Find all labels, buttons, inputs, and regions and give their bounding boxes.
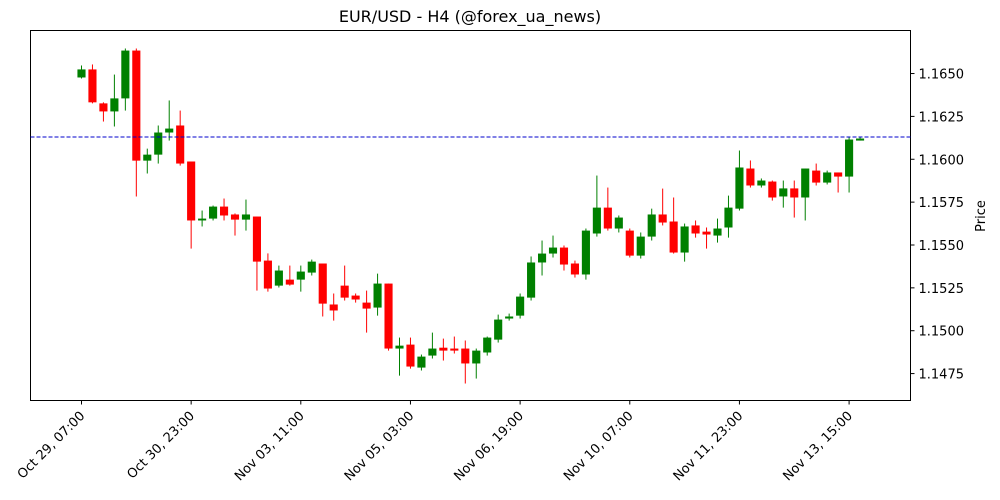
- candle-body: [559, 247, 569, 265]
- candle-body: [823, 172, 832, 183]
- candle-body: [176, 125, 185, 164]
- candle-body: [768, 181, 777, 198]
- candle-body: [812, 170, 821, 183]
- candle-body: [527, 262, 536, 298]
- candle-body: [757, 180, 766, 186]
- candle-body: [505, 316, 514, 319]
- candle-body: [548, 247, 558, 254]
- candle-body: [691, 225, 700, 234]
- candle-body: [834, 172, 843, 177]
- candle-body: [801, 168, 810, 198]
- candle-body: [625, 230, 634, 256]
- candle-body: [856, 138, 865, 141]
- candle-body: [307, 261, 316, 273]
- candle-body: [614, 217, 623, 229]
- candle-body: [274, 270, 283, 286]
- candle-body: [88, 69, 97, 103]
- candle-body: [154, 132, 163, 155]
- candle-body: [165, 128, 174, 133]
- candle-body: [658, 214, 667, 223]
- candle-body: [450, 348, 459, 351]
- candle-body: [99, 103, 108, 112]
- candle-body: [680, 226, 689, 253]
- candle-body: [494, 319, 503, 340]
- candle-body: [340, 285, 349, 298]
- candle-body: [296, 271, 305, 280]
- chart-title: EUR/USD - H4 (@forex_ua_news): [339, 7, 601, 27]
- candle-body: [329, 304, 338, 311]
- candle-body: [746, 168, 755, 186]
- candle-body: [121, 50, 130, 99]
- candle-body: [263, 260, 272, 289]
- candle-body: [702, 231, 711, 235]
- x-tick-label: Nov 06, 19:00: [451, 409, 527, 485]
- x-tick-label: Nov 11, 23:00: [671, 409, 747, 485]
- x-tick-label: Nov 05, 03:00: [342, 409, 418, 485]
- candle-body: [373, 283, 382, 308]
- candle-body: [735, 167, 744, 209]
- y-tick-label: 1.1550: [919, 239, 965, 254]
- x-tick-label: Nov 03, 11:00: [232, 409, 308, 485]
- candle-body: [241, 214, 251, 220]
- y-tick-label: 1.1475: [919, 368, 965, 383]
- candle-body: [198, 218, 207, 221]
- y-tick-label: 1.1600: [919, 153, 965, 168]
- candle-body: [428, 348, 437, 356]
- candle-body: [603, 207, 612, 229]
- candle-body: [143, 154, 152, 161]
- candle-body: [395, 345, 404, 349]
- candle-body: [636, 236, 645, 256]
- candle-body: [669, 221, 678, 253]
- candle-body: [384, 283, 393, 349]
- candle-body: [647, 214, 656, 237]
- candle-body: [570, 263, 580, 275]
- candle-body: [483, 337, 492, 353]
- candle-body: [219, 206, 229, 216]
- candle-body: [362, 302, 371, 309]
- y-axis-label: Price: [974, 200, 989, 232]
- candle-body: [790, 188, 799, 198]
- candle-body: [713, 228, 722, 236]
- candle-body: [461, 348, 470, 364]
- candle-body: [406, 344, 415, 367]
- candle-body: [516, 296, 525, 316]
- y-tick-label: 1.1650: [919, 68, 965, 83]
- y-tick-label: 1.1625: [919, 110, 965, 125]
- x-tick-label: Oct 30, 23:00: [125, 409, 198, 482]
- candle-body: [252, 216, 261, 262]
- candle-body: [581, 230, 590, 275]
- candle-body: [417, 356, 426, 368]
- candle-body: [77, 69, 86, 78]
- candle-body: [779, 188, 788, 197]
- candle-body: [592, 207, 601, 234]
- candle-body: [845, 139, 854, 177]
- y-tick-label: 1.1500: [919, 325, 965, 340]
- x-tick-label: Nov 13, 15:00: [780, 409, 856, 485]
- x-tick-label: Oct 29, 07:00: [15, 409, 88, 482]
- candle-body: [537, 253, 547, 263]
- candle-body: [285, 279, 294, 285]
- candle-body: [132, 50, 141, 161]
- candle-body: [110, 98, 119, 112]
- plot-frame: [30, 30, 911, 401]
- candle-body: [472, 350, 481, 364]
- candle-body: [209, 206, 218, 219]
- candle-body: [318, 263, 327, 304]
- candle-body: [351, 295, 360, 300]
- candle-body: [724, 207, 733, 228]
- candle-body: [187, 161, 196, 221]
- x-tick-label: Nov 10, 07:00: [561, 409, 637, 485]
- candle-body: [439, 347, 448, 351]
- candle-body: [230, 214, 240, 220]
- y-tick-label: 1.1575: [919, 196, 965, 211]
- y-tick-label: 1.1525: [919, 282, 965, 297]
